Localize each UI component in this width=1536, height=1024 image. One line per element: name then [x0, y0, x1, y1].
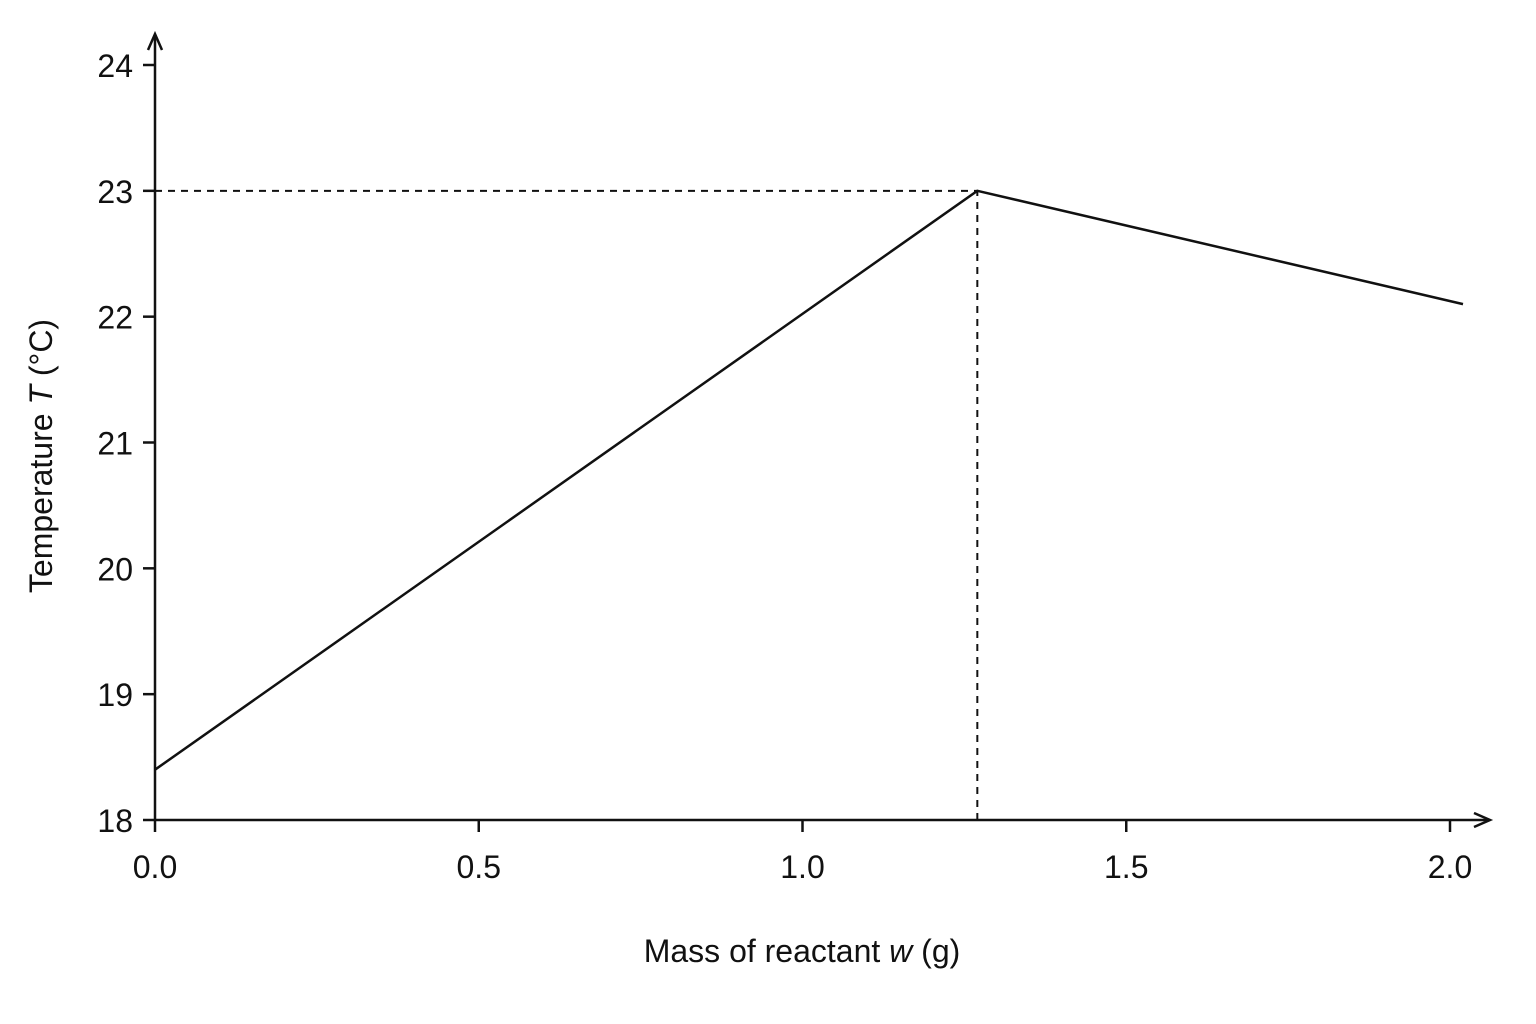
x-tick-label: 2.0: [1428, 849, 1472, 885]
y-tick-label: 24: [97, 48, 133, 84]
y-ticks: 18 19 20 21 22 23 24: [97, 48, 155, 839]
axes: [146, 30, 1494, 829]
y-axis-title-unit: (°C): [23, 319, 59, 385]
guide-lines: [155, 189, 979, 820]
y-tick-label: 21: [97, 426, 133, 462]
x-tick-label: 1.0: [780, 849, 824, 885]
x-axis-title-prefix: Mass of reactant: [644, 933, 889, 969]
x-axis-title-variable: w: [889, 933, 914, 969]
y-tick-label: 23: [97, 174, 133, 210]
x-axis-title-unit: (g): [912, 933, 960, 969]
y-tick-label: 19: [97, 677, 133, 713]
x-ticks: 0.0 0.5 1.0 1.5 2.0: [133, 820, 1472, 885]
x-axis-title: Mass of reactant w (g): [644, 933, 961, 969]
x-tick-label: 1.5: [1104, 849, 1148, 885]
y-axis-title-prefix: Temperature: [23, 405, 59, 594]
series-line: [154, 189, 1464, 771]
y-axis-title: Temperature T (°C): [23, 319, 59, 593]
series-group: [154, 189, 1464, 771]
y-tick-label: 20: [97, 551, 133, 587]
y-tick-label: 18: [97, 803, 133, 839]
x-axis-arrow: [1473, 811, 1494, 829]
y-axis-title-variable: T: [23, 383, 59, 405]
x-tick-label: 0.0: [133, 849, 177, 885]
y-tick-label: 22: [97, 300, 133, 336]
y-axis-arrow: [146, 30, 164, 51]
x-tick-label: 0.5: [457, 849, 501, 885]
